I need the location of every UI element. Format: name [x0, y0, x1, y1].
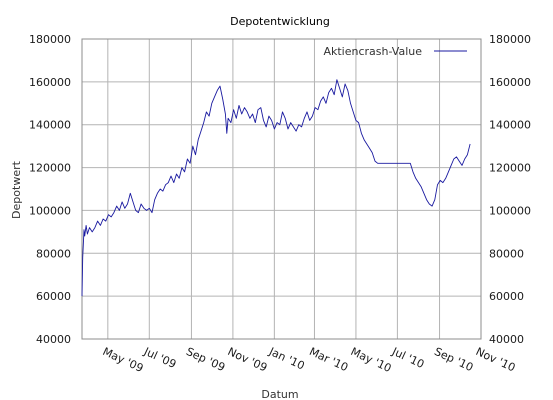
x-tick-label: Jan '10 [266, 345, 306, 373]
x-tick-label: Sep '09 [184, 345, 227, 374]
x-tick-label: Nov '10 [474, 345, 518, 375]
x-tick-label: May '09 [101, 345, 146, 375]
y-tick-label-left: 40000 [36, 333, 71, 346]
y-tick-label-right: 180000 [489, 33, 531, 46]
y-tick-label-right: 120000 [489, 162, 531, 175]
y-tick-label-left: 80000 [36, 247, 71, 260]
chart-title: Depotentwicklung [230, 15, 330, 28]
y-tick-label-right: 100000 [489, 204, 531, 217]
y-tick-label-left: 180000 [29, 33, 71, 46]
legend-label: Aktiencrash-Value [323, 45, 422, 58]
y-tick-label-left: 60000 [36, 290, 71, 303]
left-y-axis: 40000 60000 80000 100000 120000 140000 160000 1… [29, 33, 71, 346]
right-y-axis: 40000 60000 80000 100000 120000 140000 160000 1… [489, 33, 531, 346]
x-tick-label: Nov '09 [226, 345, 270, 375]
legend: Aktiencrash-Value [323, 45, 467, 58]
plot-frame [81, 38, 482, 340]
y-tick-label-right: 80000 [489, 247, 524, 260]
y-tick-label-left: 160000 [29, 76, 71, 89]
series-line-aktiencrash-value [81, 79, 471, 297]
y-tick-label-right: 140000 [489, 119, 531, 132]
y-tick-label-right: 160000 [489, 76, 531, 89]
y-tick-label-left: 120000 [29, 162, 71, 175]
y-axis-label: Depotwert [10, 160, 23, 219]
x-tick-label: Jul '09 [141, 345, 178, 371]
x-tick-label: May '10 [349, 345, 394, 375]
x-tick-label: Jul '10 [389, 345, 426, 371]
x-tick-label: Mar '10 [307, 345, 350, 374]
y-tick-label-left: 140000 [29, 119, 71, 132]
y-tick-label-right: 40000 [489, 333, 524, 346]
y-tick-label-left: 100000 [29, 204, 71, 217]
y-tick-label-right: 60000 [489, 290, 524, 303]
x-axis-label: Datum [261, 388, 298, 400]
grid [82, 38, 481, 340]
x-tick-label: Sep '10 [432, 345, 475, 374]
